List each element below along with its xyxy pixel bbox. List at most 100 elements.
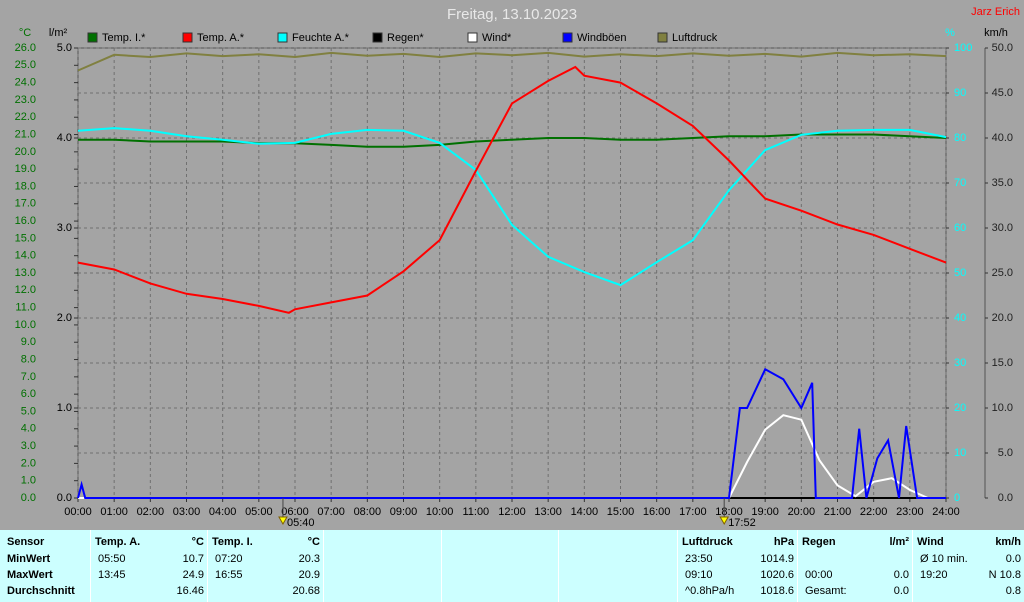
stat-value: 1018.6: [760, 585, 794, 597]
y-tick-label: 15.0: [15, 232, 36, 244]
x-tick-label: 09:00: [390, 506, 418, 518]
stat-time: 23:50: [685, 553, 713, 565]
y-tick-label: 14.0: [15, 250, 36, 262]
y-tick-label: 18.0: [15, 180, 36, 192]
row-label: MaxWert: [7, 569, 53, 581]
x-tick-label: 02:00: [137, 506, 165, 518]
row-label: MinWert: [7, 553, 51, 565]
x-tick-label: 15:00: [607, 506, 635, 518]
y2-tick-label: 0.0: [57, 492, 72, 504]
x-tick-label: 11:00: [462, 506, 489, 518]
y-tick-label: 10.0: [15, 319, 36, 331]
stat-time: 16:55: [215, 569, 243, 581]
stat-value: 0.8: [1005, 585, 1021, 597]
y-tick-label: 5.0: [21, 405, 36, 417]
y3-axis-label: %: [945, 27, 955, 39]
stat-value: 20.68: [292, 585, 320, 597]
legend-swatch: [372, 32, 383, 43]
y-tick-label: 16.0: [15, 215, 36, 227]
stat-value: 0.0: [893, 569, 909, 581]
x-tick-label: 01:00: [100, 506, 128, 518]
stat-time: 07:20: [215, 553, 243, 565]
x-tick-label: 13:00: [534, 506, 562, 518]
x-tick-label: 16:00: [643, 506, 671, 518]
legend-label: Windböen: [577, 32, 627, 44]
chart: Freitag, 13.10.2023 Jarz Erich °C l/m² %…: [15, 6, 1020, 529]
y3-tick-label: 20: [954, 402, 966, 414]
y3-tick-label: 100: [954, 42, 972, 54]
column-header: Luftdruck: [682, 536, 733, 548]
y-tick-label: 12.0: [15, 284, 36, 296]
x-tick-label: 17:00: [679, 506, 707, 518]
series-line: [78, 414, 946, 499]
y3-tick-label: 50: [954, 267, 966, 279]
y-tick-label: 23.0: [15, 94, 36, 106]
stat-value: N 10.8: [988, 569, 1021, 581]
y2-tick-label: 4.0: [57, 132, 72, 144]
legend-swatch: [562, 32, 573, 43]
series-line: [77, 127, 947, 287]
x-tick-label: 22:00: [860, 506, 888, 518]
x-tick-label: 10:00: [426, 506, 454, 518]
x-tick-label: 05:00: [245, 506, 273, 518]
y3-tick-label: 30: [954, 357, 966, 369]
x-tick-label: 21:00: [824, 506, 852, 518]
y-tick-label: 4.0: [21, 423, 36, 435]
y3-tick-label: 60: [954, 222, 966, 234]
y4-tick-label: 10.0: [992, 402, 1013, 414]
y2-tick-label: 1.0: [57, 402, 72, 414]
y3-tick-label: 10: [954, 447, 966, 459]
legend-swatch: [467, 32, 478, 43]
y3-tick-label: 40: [954, 312, 966, 324]
stat-value: 1014.9: [760, 553, 794, 565]
y-tick-label: 19.0: [15, 163, 36, 175]
y-tick-label: 0.0: [21, 492, 36, 504]
y3-tick-label: 0: [954, 492, 960, 504]
y4-tick-label: 15.0: [992, 357, 1013, 369]
chart-title: Freitag, 13.10.2023: [447, 6, 577, 23]
sun-icon: [278, 516, 288, 526]
y4-tick-label: 35.0: [992, 177, 1013, 189]
x-tick-label: 24:00: [932, 506, 960, 518]
y2-tick-label: 5.0: [57, 42, 72, 54]
x-tick-label: 03:00: [173, 506, 201, 518]
x-tick-label: 04:00: [209, 506, 237, 518]
column-unit: °C: [307, 536, 320, 548]
y-tick-label: 9.0: [21, 336, 36, 348]
y4-tick-label: 45.0: [992, 87, 1013, 99]
x-tick-label: 08:00: [354, 506, 382, 518]
column-unit: l/m²: [889, 536, 909, 548]
stat-time: Gesamt:: [805, 585, 847, 597]
column-header: Temp. I.: [212, 536, 253, 548]
legend-label: Temp. A.*: [197, 32, 245, 44]
stats-table: Sensor MinWert MaxWert Durchschnitt Temp. A.…: [0, 530, 1024, 602]
y-axis-label: °C: [19, 27, 31, 39]
stat-time: Ø 10 min.: [920, 553, 968, 565]
y-tick-label: 13.0: [15, 267, 36, 279]
stat-value: 24.9: [182, 569, 204, 581]
column-header: Wind: [917, 536, 944, 548]
author: Jarz Erich: [971, 6, 1020, 18]
y-tick-label: 24.0: [15, 77, 36, 89]
stat-time: 00:00: [805, 569, 833, 581]
x-tick-label: 06:00: [281, 506, 309, 518]
column-header: Regen: [802, 536, 836, 548]
stat-value: 0.0: [1005, 553, 1021, 565]
y-tick-label: 7.0: [21, 371, 36, 383]
y2-tick-label: 3.0: [57, 222, 72, 234]
y-tick-label: 3.0: [21, 440, 36, 452]
y-tick-label: 21.0: [15, 128, 36, 140]
stat-time: 19:20: [920, 569, 948, 581]
x-tick-label: 23:00: [896, 506, 924, 518]
sun-label: 05:40: [287, 517, 315, 529]
legend-label: Regen*: [387, 32, 424, 44]
column-header: Temp. A.: [95, 536, 141, 548]
legend-swatch: [182, 32, 193, 43]
sun-icon: [719, 516, 730, 526]
x-tick-label: 12:00: [498, 506, 526, 518]
column-unit: °C: [191, 536, 204, 548]
x-tick-label: 14:00: [571, 506, 599, 518]
stat-value: 0.0: [893, 585, 909, 597]
stat-time: ^0.8hPa/h: [685, 585, 735, 597]
series-line: [77, 367, 946, 499]
